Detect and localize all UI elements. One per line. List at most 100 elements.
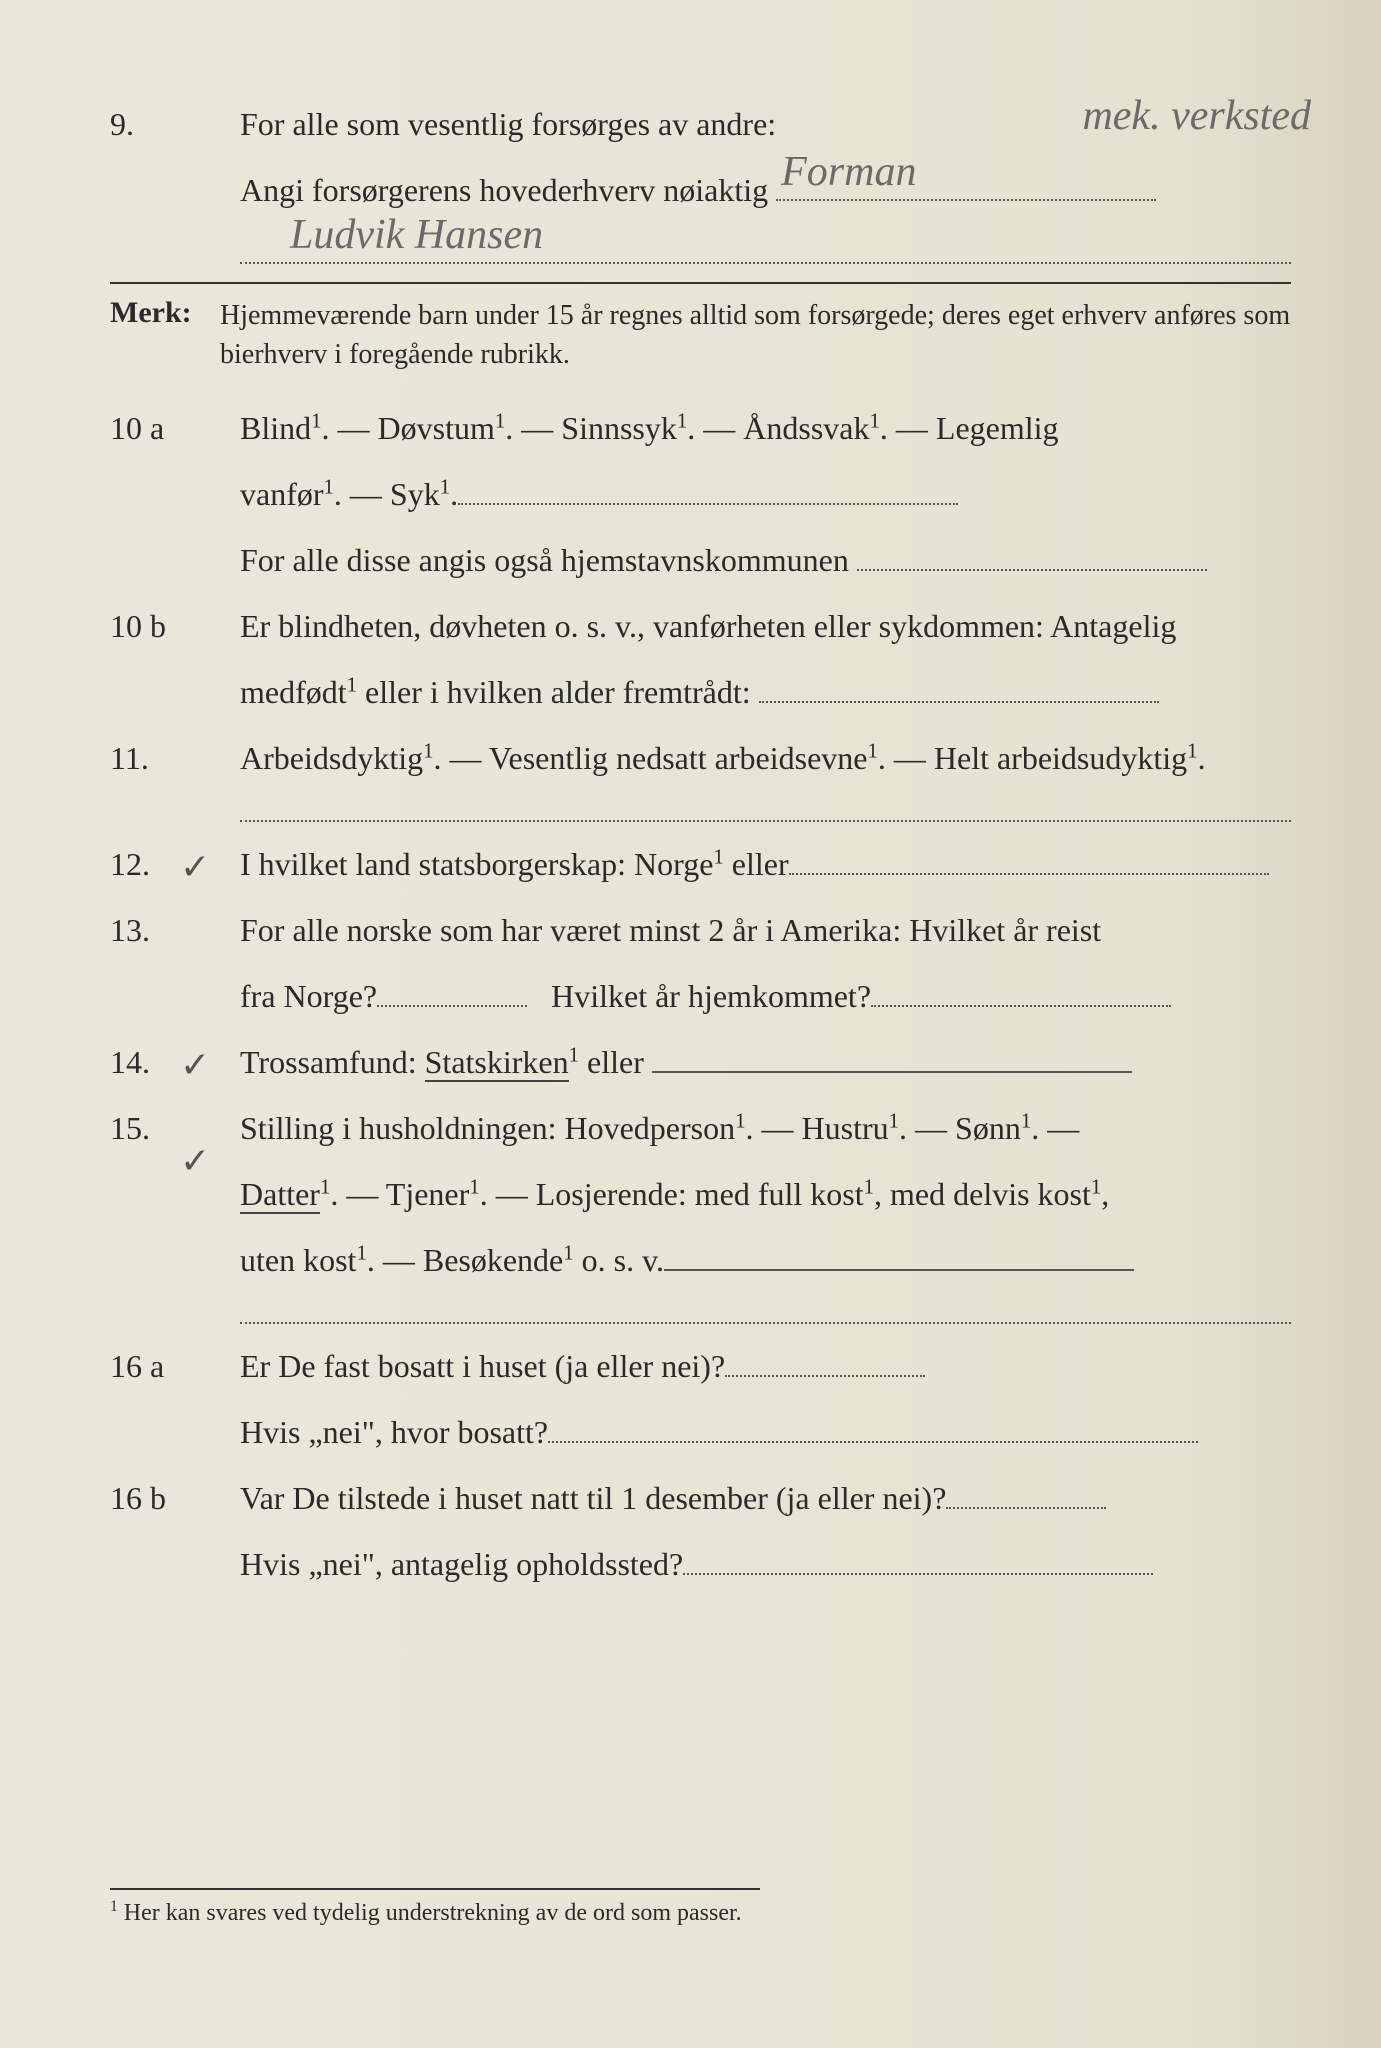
q10a-row1: 10 a Blind1. — Døvstum1. — Sinnssyk1. — … <box>110 404 1291 452</box>
footnote-text: Her kan svares ved tydelig understreknin… <box>124 1900 742 1926</box>
q16a-blank1[interactable] <box>725 1375 925 1377</box>
q9-line1: For alle som vesentlig forsørges av andr… <box>240 106 776 142</box>
q15-number: 15. <box>110 1104 240 1152</box>
q16a-blank2[interactable] <box>548 1441 1198 1443</box>
q16a-line1: Er De fast bosatt i huset (ja eller nei)… <box>240 1348 725 1384</box>
q14-number: 14. <box>110 1038 240 1086</box>
q13-row2: fra Norge? Hvilket år hjemkommet? <box>110 972 1291 1020</box>
q10a-opt5: Legemlig <box>936 410 1059 446</box>
q15-text: Stilling i husholdningen: Hovedperson <box>240 1110 735 1146</box>
q15-checkmark: ✓ <box>180 1134 210 1188</box>
q13-line2b: Hvilket år hjemkommet? <box>551 978 871 1014</box>
q11-opt1: Arbeidsdyktig <box>240 740 423 776</box>
q10a-blank1[interactable] <box>458 503 958 505</box>
q15-opt5: Tjener <box>386 1176 470 1212</box>
q15-blank-row <box>110 1302 1291 1324</box>
q11-blank[interactable] <box>240 800 1291 822</box>
q13-blank2[interactable] <box>871 1005 1171 1007</box>
q16b-blank1[interactable] <box>946 1507 1106 1509</box>
q16b-row2: Hvis „nei", antagelig opholdssted? <box>110 1540 1291 1588</box>
q12-blank[interactable] <box>789 873 1269 875</box>
merk-block: Merk: Hjemmeværende barn under 15 år reg… <box>110 282 1291 374</box>
q16a-row2: Hvis „nei", hvor bosatt? <box>110 1408 1291 1456</box>
q13-line2a: fra Norge? <box>240 978 377 1014</box>
q15-row3: uten kost1. — Besøkende1 o. s. v. <box>110 1236 1291 1284</box>
q11-blank-row <box>110 800 1291 822</box>
q15-rest2: , med delvis kost <box>874 1176 1091 1212</box>
q16b-number: 16 b <box>110 1474 240 1522</box>
q10a-opt3: Sinnssyk <box>561 410 677 446</box>
q9-handwriting-top: mek. verksted <box>1082 85 1311 148</box>
q13-number: 13. <box>110 906 240 954</box>
q10a-row2: vanfør1. — Syk1. <box>110 470 1291 518</box>
footnote-separator <box>110 1888 760 1890</box>
q15-row1: ✓ 15. Stilling i husholdningen: Hovedper… <box>110 1104 1291 1152</box>
q13-blank1[interactable] <box>377 1005 527 1007</box>
q15-blank1[interactable] <box>664 1269 1134 1271</box>
q10b-opt1: medfødt <box>240 674 347 710</box>
q16a-number: 16 a <box>110 1342 240 1390</box>
q12-number: 12. <box>110 840 240 888</box>
footnote-num: 1 <box>110 1898 118 1915</box>
q15-opt4-underlined: Datter <box>240 1176 320 1214</box>
q14-rest: eller <box>587 1044 644 1080</box>
q9-row2: Angi forsørgerens hovederhverv nøiaktig … <box>110 166 1291 214</box>
q14-row: ✓ 14. Trossamfund: Statskirken1 eller <box>110 1038 1291 1086</box>
q11-number: 11. <box>110 734 240 782</box>
q10b-row2: medfødt1 eller i hvilken alder fremtrådt… <box>110 668 1291 716</box>
q10a-opt7: Syk <box>390 476 440 512</box>
q12-checkmark: ✓ <box>180 840 210 894</box>
q16b-line2: Hvis „nei", antagelig opholdssted? <box>240 1546 683 1582</box>
q15-rest3: o. s. v. <box>582 1242 664 1278</box>
q10b-number: 10 b <box>110 602 240 650</box>
q16b-blank2[interactable] <box>683 1573 1153 1575</box>
q16a-row1: 16 a Er De fast bosatt i huset (ja eller… <box>110 1342 1291 1390</box>
q9-line2: Angi forsørgerens hovederhverv nøiaktig <box>240 172 768 208</box>
q10a-line3: For alle disse angis også hjemstavnskomm… <box>240 542 849 578</box>
q10a-blank2[interactable] <box>857 569 1207 571</box>
q14-text: Trossamfund: <box>240 1044 425 1080</box>
q12-row: ✓ 12. I hvilket land statsborgerskap: No… <box>110 840 1291 888</box>
q9-row3: Ludvik Hansen <box>110 232 1291 264</box>
q9-number: 9. <box>110 100 240 148</box>
q9-text1: For alle som vesentlig forsørges av andr… <box>240 100 1291 148</box>
census-form-page: 9. For alle som vesentlig forsørges av a… <box>0 0 1381 2048</box>
q14-blank[interactable] <box>652 1071 1132 1073</box>
q10a-number: 10 a <box>110 404 240 452</box>
q10b-line1: Er blindheten, døvheten o. s. v., vanfør… <box>240 602 1291 650</box>
q13-line1: For alle norske som har været minst 2 år… <box>240 906 1291 954</box>
q11-opt3: Helt arbeidsudyktig <box>934 740 1187 776</box>
q10b-rest: eller i hvilken alder fremtrådt: <box>365 674 751 710</box>
q15-row2: Datter1. — Tjener1. — Losjerende: med fu… <box>110 1170 1291 1218</box>
q15-blank2[interactable] <box>240 1302 1291 1324</box>
q10a-opt6: vanfør <box>240 476 324 512</box>
q16b-line1: Var De tilstede i huset natt til 1 desem… <box>240 1480 946 1516</box>
q15-opt3: Sønn <box>955 1110 1021 1146</box>
q9-handwriting-bottom: Ludvik Hansen <box>290 204 543 267</box>
merk-label: Merk: <box>110 296 220 374</box>
q10a-opt4: Åndssvak <box>743 410 869 446</box>
q9-handwriting-mid: Forman <box>781 141 916 204</box>
q11-row: 11. Arbeidsdyktig1. — Vesentlig nedsatt … <box>110 734 1291 782</box>
q9-blank1[interactable]: Forman <box>776 199 1156 201</box>
q10b-blank[interactable] <box>759 701 1159 703</box>
q14-checkmark: ✓ <box>180 1038 210 1092</box>
q15-opt6: uten kost <box>240 1242 356 1278</box>
q9-blank2[interactable]: Ludvik Hansen <box>240 232 1291 264</box>
q16b-row1: 16 b Var De tilstede i huset natt til 1 … <box>110 1474 1291 1522</box>
q12-text: I hvilket land statsborgerskap: Norge <box>240 846 713 882</box>
footnote: 1 Her kan svares ved tydelig understrekn… <box>110 1898 1291 1927</box>
q10a-opt2: Døvstum <box>378 410 495 446</box>
q13-row1: 13. For alle norske som har været minst … <box>110 906 1291 954</box>
q10a-opt1: Blind <box>240 410 311 446</box>
merk-text: Hjemmeværende barn under 15 år regnes al… <box>220 296 1291 374</box>
q12-rest: eller <box>732 846 789 882</box>
q10b-row1: 10 b Er blindheten, døvheten o. s. v., v… <box>110 602 1291 650</box>
q16a-line2: Hvis „nei", hvor bosatt? <box>240 1414 548 1450</box>
q14-opt1-underlined: Statskirken <box>425 1044 569 1082</box>
q15-rest1: Losjerende: med full kost <box>536 1176 864 1212</box>
q15-opt2: Hustru <box>802 1110 889 1146</box>
q10a-row3: For alle disse angis også hjemstavnskomm… <box>110 536 1291 584</box>
q9-row1: 9. For alle som vesentlig forsørges av a… <box>110 100 1291 148</box>
q15-opt7: Besøkende <box>423 1242 563 1278</box>
